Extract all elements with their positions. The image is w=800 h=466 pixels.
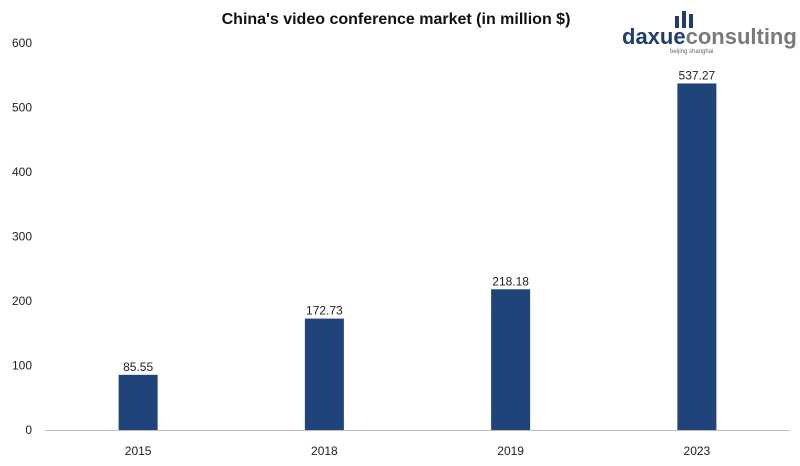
bar	[677, 83, 717, 431]
bar	[491, 289, 531, 430]
x-tick-label: 2015	[125, 444, 152, 458]
x-tick-label: 2018	[311, 444, 338, 458]
logo-brand-part2: consulting	[686, 24, 797, 49]
y-tick-label: 400	[12, 165, 32, 179]
logo-bars-icon	[675, 11, 693, 28]
svg-text:daxueconsulting: daxueconsulting	[622, 24, 797, 49]
y-tick-label: 0	[25, 423, 32, 437]
y-tick-label: 100	[12, 359, 32, 373]
x-axis: 2015 2018 2019 2023	[125, 444, 711, 458]
logo-brand-part1: daxue	[622, 24, 686, 49]
y-axis: 0 100 200 300 400 500 600	[12, 36, 32, 437]
data-label: 172.73	[306, 304, 343, 318]
bar	[118, 374, 158, 430]
bar	[304, 318, 344, 430]
data-labels: 85.55 172.73 218.18 537.27	[123, 68, 715, 373]
y-tick-label: 300	[12, 230, 32, 244]
logo-subline: beijing shanghai	[670, 49, 713, 55]
y-tick-label: 600	[12, 36, 32, 50]
logo: daxueconsulting beijing shanghai	[622, 11, 797, 55]
y-tick-label: 200	[12, 294, 32, 308]
bars	[118, 83, 717, 431]
data-label: 218.18	[492, 274, 529, 288]
chart-title: China's video conference market (in mill…	[222, 11, 571, 28]
data-label: 85.55	[123, 360, 153, 374]
x-tick-label: 2023	[684, 444, 711, 458]
data-label: 537.27	[679, 68, 716, 82]
x-tick-label: 2019	[497, 444, 524, 458]
y-tick-label: 500	[12, 101, 32, 115]
